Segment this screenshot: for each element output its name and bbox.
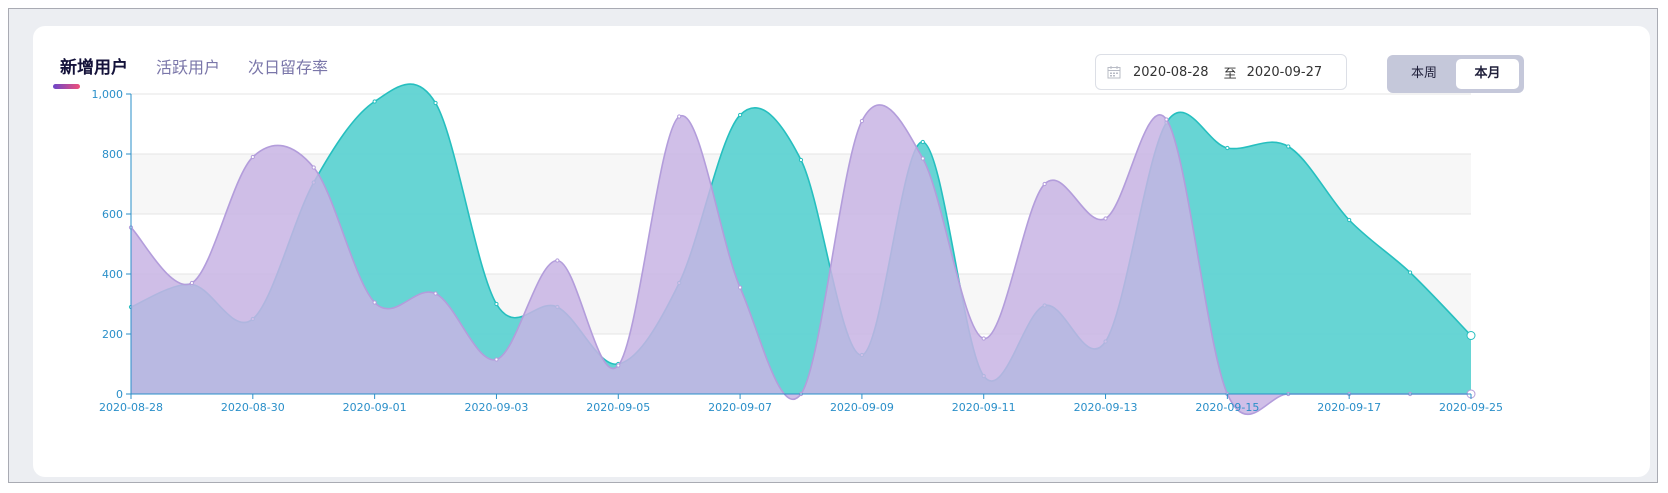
x-tick-label: 2020-09-03 xyxy=(464,401,528,414)
area-chart: 0 200 400 600 800 1,000 2020-08-28 2020-08-30 20… xyxy=(92,83,1503,416)
series-2-point xyxy=(1286,144,1291,149)
y-tick-label: 0 xyxy=(116,388,123,401)
series-2-point xyxy=(920,139,925,145)
x-tick-label: 2020-09-05 xyxy=(586,401,650,414)
series-2-point xyxy=(372,99,377,104)
tab-new-users[interactable]: 新增用户 xyxy=(60,58,128,78)
date-separator: 至 xyxy=(1223,66,1237,82)
x-tick-label: 2020-08-28 xyxy=(99,401,163,414)
y-tick-label: 200 xyxy=(102,328,123,341)
window-frame: 新增用户 活跃用户 次日留存率 2020-08-28 至 2020-09-27 … xyxy=(8,8,1658,483)
series-1-point xyxy=(189,280,195,286)
series-1-point xyxy=(981,336,986,341)
series-2-point xyxy=(737,112,743,118)
x-tick-label: 2020-09-17 xyxy=(1317,401,1381,414)
series-1-point xyxy=(616,363,621,368)
period-toggle: 本周 本月 xyxy=(1387,55,1524,93)
week-button[interactable]: 本周 xyxy=(1410,66,1437,81)
metric-tabs: 新增用户 活跃用户 次日留存率 xyxy=(60,56,356,80)
series-1-point xyxy=(859,118,865,124)
x-tick-label: 2020-09-09 xyxy=(830,401,894,414)
series-2-point xyxy=(433,100,438,106)
x-tick-label: 2020-09-07 xyxy=(708,401,772,414)
y-tick-label: 1,000 xyxy=(92,88,124,101)
x-tick-label: 2020-09-25 xyxy=(1439,401,1503,414)
tab-next-day-retention[interactable]: 次日留存率 xyxy=(248,58,329,77)
x-tick-label: 2020-08-30 xyxy=(221,401,285,414)
series-1-point xyxy=(372,300,377,305)
series-2-point xyxy=(798,157,804,163)
tab-active-users[interactable]: 活跃用户 xyxy=(156,58,221,77)
y-tick-label: 800 xyxy=(102,148,123,161)
y-tick-label: 400 xyxy=(102,268,123,281)
x-tick-label: 2020-09-15 xyxy=(1195,401,1259,414)
series-2-point xyxy=(1407,270,1413,275)
series-1-point xyxy=(1042,181,1047,187)
x-tick-label: 2020-09-11 xyxy=(952,401,1016,414)
series-1-point xyxy=(311,165,316,170)
series-1-area xyxy=(131,104,1471,415)
end-date[interactable]: 2020-09-27 xyxy=(1246,64,1323,80)
x-tick-label: 2020-09-01 xyxy=(343,401,407,414)
calendar-icon xyxy=(1107,66,1121,79)
series-1-point xyxy=(1164,117,1169,122)
x-tick-label: 2020-09-13 xyxy=(1074,401,1138,414)
series-1-point xyxy=(737,285,743,290)
start-date[interactable]: 2020-08-28 xyxy=(1133,64,1209,80)
series-2-point xyxy=(1347,217,1352,223)
y-tick-label: 600 xyxy=(102,208,123,221)
series-1-point xyxy=(494,357,499,362)
series-1-point xyxy=(250,154,255,160)
month-button[interactable]: 本月 xyxy=(1456,59,1519,89)
series-1-point xyxy=(433,291,438,296)
date-range-picker[interactable]: 2020-08-28 至 2020-09-27 xyxy=(1095,54,1347,90)
series-2-point xyxy=(1466,331,1476,340)
series-1-point xyxy=(1103,216,1108,221)
active-tab-indicator xyxy=(53,84,80,89)
series-1-point xyxy=(555,258,560,263)
series-1-point xyxy=(677,114,682,119)
series-1-point xyxy=(920,156,925,161)
series-2-point xyxy=(494,301,499,307)
series-2-point xyxy=(1225,145,1230,151)
